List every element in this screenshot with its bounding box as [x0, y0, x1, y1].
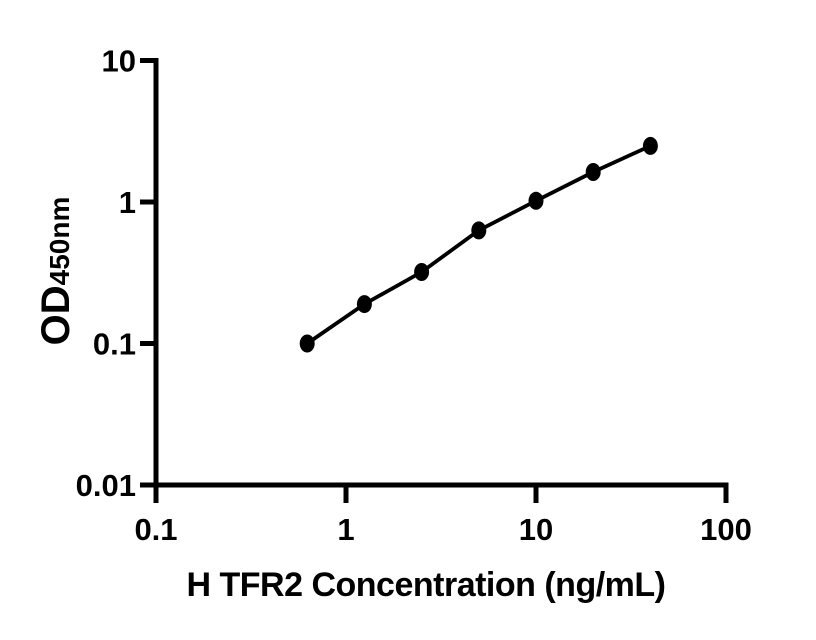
- y-tick-label: 10: [102, 44, 136, 79]
- x-tick-label: 0.1: [134, 512, 177, 547]
- data-point: [414, 263, 430, 281]
- data-point: [642, 136, 658, 155]
- y-tick-label: 0.01: [76, 468, 136, 503]
- y-axis-title-main: OD: [34, 285, 78, 346]
- data-point: [356, 295, 372, 314]
- x-tick-label: 10: [519, 512, 553, 547]
- y-tick-label: 0.1: [93, 327, 136, 362]
- y-axis-title-sub: 450nm: [44, 196, 75, 286]
- x-tick-label: 100: [700, 512, 752, 547]
- data-point: [585, 163, 601, 181]
- x-tick-label: 1: [337, 512, 354, 547]
- data-point: [299, 334, 315, 353]
- x-axis-title: H TFR2 Concentration (ng/mL): [186, 566, 666, 604]
- y-axis-title: OD450nm: [34, 196, 78, 346]
- data-point: [471, 221, 487, 240]
- y-tick-label: 1: [119, 185, 136, 220]
- data-point: [528, 191, 544, 210]
